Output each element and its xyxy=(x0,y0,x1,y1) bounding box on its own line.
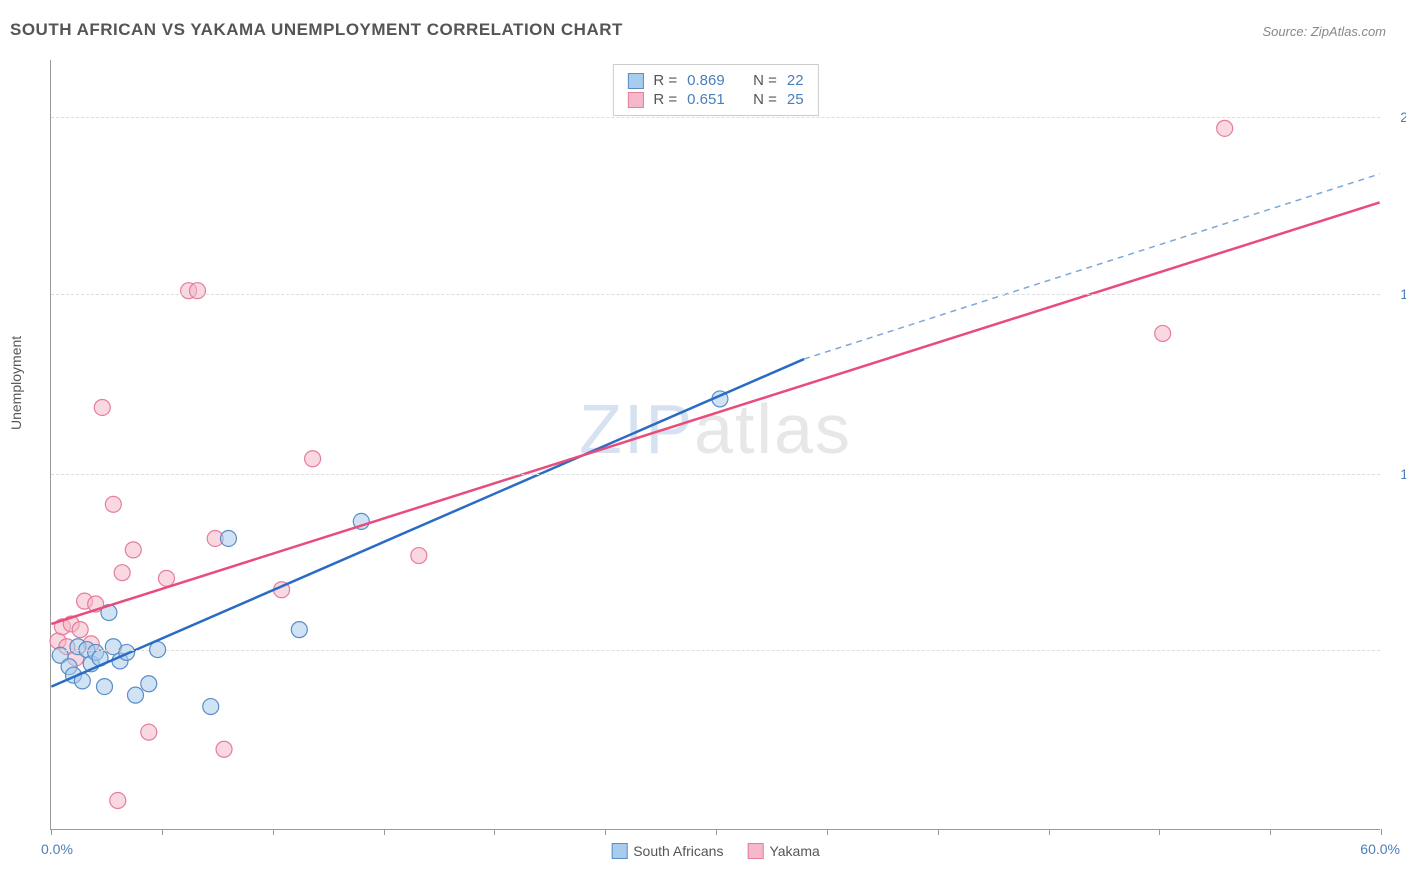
gridline-h xyxy=(51,650,1380,651)
legend-r-label-yk: R = xyxy=(653,91,677,108)
yakama-point xyxy=(305,451,321,467)
x-tick xyxy=(384,829,385,835)
legend-n-value-yk: 25 xyxy=(787,91,804,108)
legend-row-yk: R = 0.651 N = 25 xyxy=(627,90,803,109)
south_africans-point xyxy=(291,622,307,638)
y-tick-label: 6.3% xyxy=(1385,642,1406,658)
south_africans-point xyxy=(141,676,157,692)
yakama-point xyxy=(105,496,121,512)
legend-bottom-item: Yakama xyxy=(747,843,819,859)
legend-series: South Africans Yakama xyxy=(611,843,820,859)
legend-correlation: R = 0.869 N = 22 R = 0.651 N = 25 xyxy=(612,64,818,116)
x-axis-max-label: 60.0% xyxy=(1360,841,1400,857)
x-tick xyxy=(938,829,939,835)
yk-trend-line xyxy=(51,202,1379,624)
x-tick xyxy=(1159,829,1160,835)
x-tick xyxy=(162,829,163,835)
plot-area: ZIPatlas R = 0.869 N = 22 R = 0.651 N = … xyxy=(50,60,1380,830)
yakama-point xyxy=(125,542,141,558)
yakama-point xyxy=(158,570,174,586)
yakama-point xyxy=(110,793,126,809)
x-tick xyxy=(51,829,52,835)
yakama-point xyxy=(216,741,232,757)
yakama-point xyxy=(141,724,157,740)
x-tick xyxy=(1049,829,1050,835)
chart-title: SOUTH AFRICAN VS YAKAMA UNEMPLOYMENT COR… xyxy=(10,20,623,40)
yakama-point xyxy=(1155,325,1171,341)
plot-svg xyxy=(51,60,1380,829)
x-tick xyxy=(605,829,606,835)
legend-r-value-sa: 0.869 xyxy=(687,72,735,89)
legend-row-sa: R = 0.869 N = 22 xyxy=(627,71,803,90)
chart-container: SOUTH AFRICAN VS YAKAMA UNEMPLOYMENT COR… xyxy=(0,0,1406,892)
legend-n-label-yk: N = xyxy=(753,91,777,108)
legend-swatch xyxy=(747,843,763,859)
legend-n-value-sa: 22 xyxy=(787,72,804,89)
legend-bottom-item: South Africans xyxy=(611,843,723,859)
sa-trend-line-dash xyxy=(804,174,1380,359)
gridline-h xyxy=(51,474,1380,475)
x-tick xyxy=(1381,829,1382,835)
south_africans-point xyxy=(97,679,113,695)
legend-n-label-sa: N = xyxy=(753,72,777,89)
yakama-point xyxy=(72,622,88,638)
x-tick xyxy=(273,829,274,835)
x-tick xyxy=(716,829,717,835)
legend-label: Yakama xyxy=(769,843,819,859)
legend-swatch xyxy=(611,843,627,859)
y-tick-label: 12.5% xyxy=(1385,466,1406,482)
yakama-point xyxy=(114,565,130,581)
gridline-h xyxy=(51,294,1380,295)
x-axis-min-label: 0.0% xyxy=(41,841,73,857)
y-axis-label: Unemployment xyxy=(8,336,24,430)
yakama-point xyxy=(189,283,205,299)
yakama-point xyxy=(1217,120,1233,136)
x-tick xyxy=(1270,829,1271,835)
yakama-point xyxy=(94,399,110,415)
y-tick-label: 18.8% xyxy=(1385,286,1406,302)
legend-r-label-sa: R = xyxy=(653,72,677,89)
legend-r-value-yk: 0.651 xyxy=(687,91,735,108)
south_africans-point xyxy=(220,530,236,546)
source-attribution: Source: ZipAtlas.com xyxy=(1262,24,1386,39)
yakama-point xyxy=(411,548,427,564)
legend-label: South Africans xyxy=(633,843,723,859)
x-tick xyxy=(494,829,495,835)
sa-trend-line xyxy=(51,359,804,687)
south_africans-point xyxy=(203,699,219,715)
y-tick-label: 25.0% xyxy=(1385,109,1406,125)
south_africans-point xyxy=(127,687,143,703)
gridline-h xyxy=(51,117,1380,118)
legend-swatch-sa xyxy=(627,73,643,89)
legend-swatch-yk xyxy=(627,92,643,108)
x-tick xyxy=(827,829,828,835)
